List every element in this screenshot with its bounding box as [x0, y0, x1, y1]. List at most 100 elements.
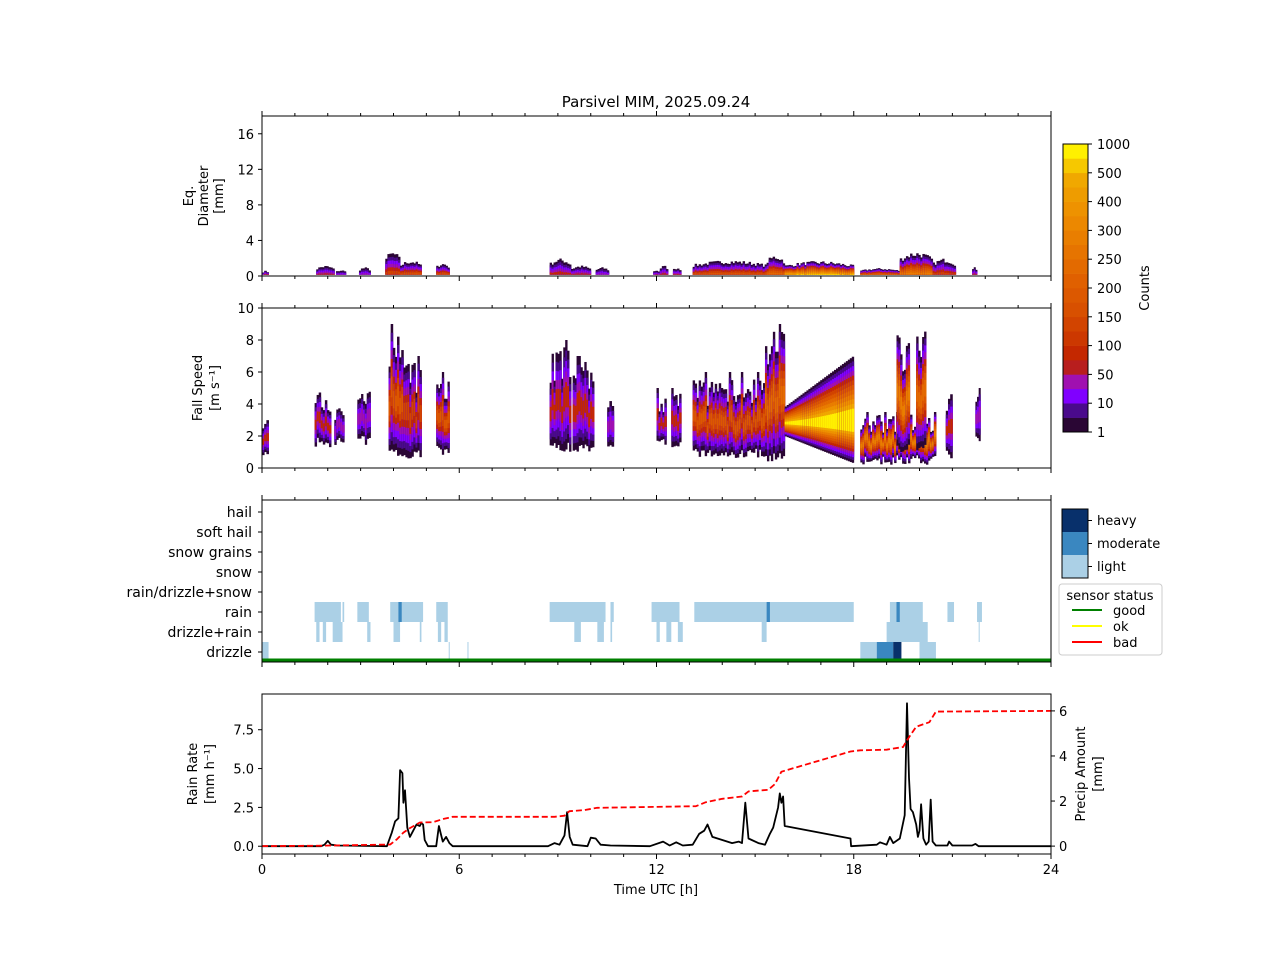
- diameter-cell: [870, 273, 873, 275]
- fallspeed-cell: [758, 409, 762, 421]
- fallspeed-cell: [342, 424, 345, 433]
- fallspeed-cell: [870, 444, 873, 449]
- diameter-cell: [776, 271, 780, 275]
- diameter-cell: [385, 269, 388, 275]
- diameter-cell: [810, 274, 813, 275]
- fallspeed-cell: [565, 382, 568, 408]
- fallspeed-panel: 0 2 4 6 8 10 Fall Speed [m s⁻¹]: [191, 302, 1052, 477]
- diameter-cell: [822, 273, 825, 275]
- fallspeed-cell: [762, 413, 766, 426]
- fallspeed-cell: [607, 421, 610, 433]
- diameter-cell: [828, 273, 831, 275]
- diameter-cell: [839, 272, 843, 275]
- fallspeed-cell: [447, 411, 450, 424]
- colorbar-tick-label: 200: [1097, 282, 1122, 297]
- diameter-cell: [409, 271, 413, 275]
- fallspeed-cell: [804, 419, 807, 426]
- fallspeed-cell: [730, 410, 734, 423]
- fallspeed-cell: [576, 392, 579, 415]
- diameter-cell: [841, 273, 845, 275]
- diameter-cell: [891, 274, 895, 275]
- fallspeed-cell: [750, 423, 754, 432]
- precip-type-segment: [919, 642, 936, 662]
- fallspeed-cell: [724, 415, 728, 427]
- diameter-cell: [868, 274, 871, 275]
- diameter-cell: [586, 272, 590, 275]
- fallspeed-cell: [732, 420, 736, 431]
- diameter-cell: [834, 274, 837, 276]
- fallspeed-cell: [740, 404, 744, 418]
- precip-type-segment: [886, 622, 928, 642]
- diameter-cell: [696, 272, 700, 275]
- fallspeed-cell: [706, 425, 710, 434]
- fallspeed-cell: [849, 409, 853, 432]
- fallspeed-cell: [734, 425, 738, 435]
- diameter-cell: [578, 272, 582, 275]
- fallspeed-cell: [886, 443, 889, 448]
- diameter-cell: [782, 272, 786, 275]
- fallspeed-cell: [820, 416, 823, 428]
- colorbar-tick-label: 500: [1097, 167, 1122, 182]
- diameter-cell: [343, 273, 347, 275]
- diameter-cell: [944, 270, 947, 275]
- fallspeed-cell: [882, 443, 885, 447]
- diameter-cell: [947, 273, 951, 275]
- diameter-cell: [868, 273, 871, 275]
- y-tick-label: 2.5: [233, 801, 254, 816]
- diameter-cell: [841, 274, 845, 276]
- diameter-ylabel-line3: [mm]: [212, 178, 227, 213]
- diameter-cell: [903, 273, 907, 275]
- fallspeed-cell: [847, 409, 851, 432]
- precip-type-segment: [549, 602, 606, 622]
- fallspeed-cell: [314, 419, 318, 430]
- y-tick-label: 2: [1059, 795, 1067, 810]
- diameter-cell: [847, 274, 851, 275]
- precip-type-heatmap: [262, 602, 982, 662]
- fallspeed-cell: [876, 435, 879, 441]
- rain-ylabel-line2: [mm h⁻¹]: [203, 744, 218, 804]
- diameter-cell: [595, 273, 598, 275]
- diameter-cell: [806, 273, 809, 275]
- diameter-cell: [796, 274, 799, 275]
- diameter-cell: [698, 272, 702, 275]
- diameter-cell: [694, 271, 698, 275]
- colorbar-tick-label: 150: [1097, 311, 1122, 326]
- diameter-cell: [698, 273, 702, 275]
- diameter-cell: [907, 271, 911, 275]
- colorbar-cell: [1063, 331, 1088, 346]
- diameter-cell: [417, 272, 420, 275]
- diameter-axes-frame: [261, 115, 1052, 277]
- precip-type-segment: [597, 622, 604, 642]
- fallspeed-cell: [764, 393, 768, 410]
- diameter-cell: [672, 274, 676, 275]
- diameter-cell: [657, 273, 661, 275]
- diameter-cell: [800, 273, 803, 275]
- diameter-panel: 0 4 8 12 16 Eq. Diameter [mm]: [182, 111, 1052, 285]
- y-tick-label: 0: [1059, 840, 1067, 855]
- diameter-cell: [663, 273, 667, 275]
- fallspeed-cell: [800, 419, 803, 426]
- rain-xlabel: Time UTC [h]: [613, 883, 698, 898]
- colorbar-tick-label: 400: [1097, 196, 1122, 211]
- rain-ylabel-line1: Rain Rate: [186, 743, 201, 806]
- fallspeed-cell: [362, 413, 366, 424]
- precip-type-segment: [677, 622, 683, 642]
- fallspeed-cell: [698, 412, 702, 426]
- diameter-cell: [419, 273, 422, 275]
- fallspeed-cell: [782, 386, 786, 404]
- fallspeed-cell: [409, 413, 412, 428]
- diameter-cell: [845, 273, 849, 275]
- fallspeed-ylabel-line1: Fall Speed: [191, 355, 206, 421]
- diameter-cell: [445, 273, 448, 275]
- fallspeed-cell: [880, 440, 883, 446]
- diameter-cell: [790, 273, 794, 275]
- diameter-cell: [880, 274, 883, 275]
- diameter-cell: [816, 274, 819, 275]
- diameter-cell: [874, 273, 877, 275]
- diameter-cell: [780, 271, 784, 275]
- precip-type-segment: [666, 622, 672, 642]
- diameter-cell: [696, 273, 700, 275]
- fallspeed-cell: [572, 404, 576, 422]
- diameter-cell: [814, 273, 817, 275]
- diameter-cell: [720, 273, 724, 275]
